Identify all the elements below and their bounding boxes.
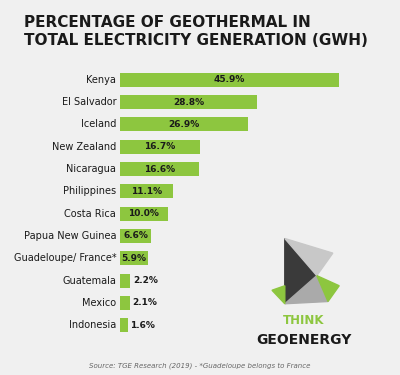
Text: Papua New Guinea: Papua New Guinea bbox=[24, 231, 116, 241]
Text: Guatemala: Guatemala bbox=[62, 276, 116, 286]
Text: El Salvador: El Salvador bbox=[62, 97, 116, 107]
Bar bbox=[120, 95, 257, 109]
Text: Mexico: Mexico bbox=[82, 298, 116, 308]
Text: Guadeloupe/ France*: Guadeloupe/ France* bbox=[14, 253, 116, 263]
Polygon shape bbox=[317, 276, 339, 302]
Polygon shape bbox=[285, 238, 317, 304]
Bar bbox=[120, 73, 339, 87]
Text: 26.9%: 26.9% bbox=[168, 120, 200, 129]
Text: Philippines: Philippines bbox=[63, 186, 116, 196]
Polygon shape bbox=[285, 276, 328, 304]
Bar bbox=[120, 251, 148, 265]
Bar bbox=[120, 140, 200, 154]
Bar bbox=[120, 274, 130, 288]
Text: 2.1%: 2.1% bbox=[132, 298, 157, 307]
Text: 2.2%: 2.2% bbox=[133, 276, 158, 285]
Text: Costa Rica: Costa Rica bbox=[64, 209, 116, 219]
Bar bbox=[120, 229, 152, 243]
Bar bbox=[120, 207, 168, 220]
Bar bbox=[120, 184, 173, 198]
Text: Iceland: Iceland bbox=[81, 119, 116, 129]
Text: Indonesia: Indonesia bbox=[69, 320, 116, 330]
Bar bbox=[120, 117, 248, 131]
Text: GEOENERGY: GEOENERGY bbox=[256, 333, 352, 347]
Bar bbox=[120, 162, 199, 176]
Bar bbox=[120, 296, 130, 310]
Text: 45.9%: 45.9% bbox=[214, 75, 245, 84]
Text: THINK: THINK bbox=[283, 314, 325, 327]
Text: Kenya: Kenya bbox=[86, 75, 116, 85]
Text: New Zealand: New Zealand bbox=[52, 142, 116, 152]
Text: 28.8%: 28.8% bbox=[173, 98, 204, 106]
Polygon shape bbox=[272, 286, 285, 304]
Polygon shape bbox=[285, 238, 333, 276]
Text: Nicaragua: Nicaragua bbox=[66, 164, 116, 174]
Text: PERCENTAGE OF GEOTHERMAL IN
TOTAL ELECTRICITY GENERATION (GWH): PERCENTAGE OF GEOTHERMAL IN TOTAL ELECTR… bbox=[24, 15, 368, 48]
Text: 16.6%: 16.6% bbox=[144, 165, 175, 174]
Text: 16.7%: 16.7% bbox=[144, 142, 176, 151]
Text: 10.0%: 10.0% bbox=[128, 209, 159, 218]
Bar bbox=[120, 318, 128, 332]
Text: Source: TGE Research (2019) - *Guadeloupe belongs to France: Source: TGE Research (2019) - *Guadeloup… bbox=[89, 363, 311, 369]
Text: 1.6%: 1.6% bbox=[130, 321, 155, 330]
Text: 11.1%: 11.1% bbox=[131, 187, 162, 196]
Text: 5.9%: 5.9% bbox=[122, 254, 146, 263]
Text: 6.6%: 6.6% bbox=[123, 231, 148, 240]
